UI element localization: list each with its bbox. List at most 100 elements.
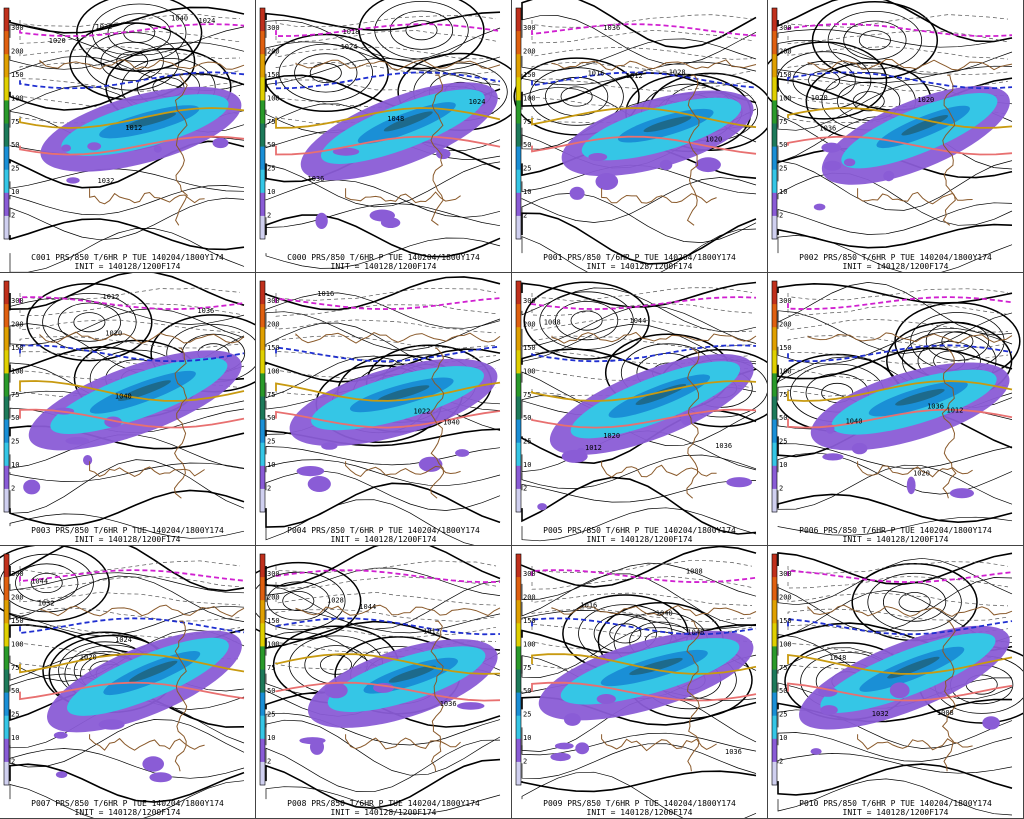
- temperature-850-lines: [531, 23, 757, 155]
- colorbar-tick: 2: [779, 758, 783, 766]
- colorbar-tick: 200: [779, 593, 792, 601]
- ensemble-panel-p010: 1048 1032 1008 300 200 150 100 75 50 25 10 2 P010 PR…: [768, 546, 1024, 819]
- colorbar-tick: 75: [523, 391, 531, 399]
- precip-colorbar: 300 200 150 100 75 50 25 10 2: [771, 280, 792, 513]
- colorbar-tick: 75: [11, 118, 19, 126]
- coastlines-borders: [551, 604, 757, 772]
- panel-caption-title: P006 PRS/850 T/6HR P TUE 140204/1800Y174: [799, 526, 992, 535]
- pressure-label: 1036: [715, 442, 732, 450]
- temperature-850-lines: [531, 296, 757, 429]
- colorbar-tick: 25: [267, 438, 275, 446]
- coastlines-borders: [39, 59, 245, 226]
- colorbar-tick: 150: [523, 71, 536, 79]
- panel-caption-title: P009 PRS/850 T/6HR P TUE 140204/1800Y174: [543, 799, 736, 808]
- pressure-label: 1036: [725, 748, 742, 756]
- coastlines-borders: [807, 604, 1013, 772]
- panel-caption-title: P001 PRS/850 T/6HR P TUE 140204/1800Y174: [543, 253, 736, 262]
- pressure-label: 1016: [580, 602, 597, 610]
- pressure-label: 1036: [603, 24, 620, 32]
- colorbar-tick: 2: [523, 485, 527, 493]
- forecast-map: 1048 1040 1036 1016 1008 300 200 150 100 75 50 25 10…: [515, 546, 757, 818]
- colorbar-tick: 50: [779, 414, 787, 422]
- temperature-850-lines: [275, 569, 501, 702]
- pressure-label: 1012: [585, 444, 602, 452]
- coastlines-borders: [39, 604, 245, 772]
- ensemble-panel-c001: 1024 1040 1032 1012 1032 1020 300 200 150 100 75 50…: [0, 0, 256, 273]
- ensemble-panel-p006: 1020 1040 1036 1012 300 200 150 100 75 50 25 10 2 P00…: [768, 273, 1024, 546]
- panel-caption-init: INIT = 140128/1200F174: [586, 262, 693, 271]
- pressure-label: 1024: [199, 17, 216, 25]
- forecast-map: 1024 1048 1036 1024 1018 300 200 150 100 75 50 25 10…: [259, 0, 511, 269]
- pressure-label: 1040: [115, 393, 132, 401]
- colorbar-tick: 100: [523, 367, 536, 375]
- pressure-label: 1016: [317, 290, 334, 298]
- forecast-map: 1012 1044 1036 1020 1008 300 200 150 100 75 50 25 10…: [515, 280, 767, 542]
- pressure-label: 1012: [125, 124, 142, 132]
- colorbar-tick: 2: [779, 485, 783, 493]
- forecast-map: 1020 1036 1020 300 200 150 100 75 50 25 10 2: [768, 0, 1013, 272]
- pressure-label: 1008: [937, 709, 954, 717]
- pressure-label: 1024: [115, 636, 132, 644]
- precip-colorbar: 300 200 150 100 75 50 25 10 2: [771, 7, 792, 240]
- pressure-label: 1036: [440, 700, 457, 708]
- pressure-label: 1036: [927, 402, 944, 410]
- temperature-850-lines: [19, 296, 245, 429]
- colorbar-tick: 300: [523, 297, 536, 305]
- colorbar-tick: 200: [11, 320, 24, 328]
- panel-caption-init: INIT = 140128/1200F174: [586, 808, 693, 817]
- colorbar-tick: 200: [779, 320, 792, 328]
- colorbar-tick: 50: [779, 687, 787, 695]
- coastlines-borders: [295, 604, 501, 772]
- precip-colorbar: 300 200 150 100 75 50 25 10 2: [515, 7, 536, 240]
- colorbar-tick: 2: [11, 212, 15, 220]
- colorbar-tick: 10: [267, 188, 275, 196]
- ensemble-panel-p004: 1040 1022 1016 300 200 150 100 75 50 25 10 2 P004 PR…: [256, 273, 512, 546]
- colorbar-tick: 2: [523, 212, 527, 220]
- colorbar-tick: 300: [523, 24, 536, 32]
- forecast-map: 1044 1032 1024 1020 300 200 150 100 75 50 25 10 2: [0, 546, 245, 818]
- colorbar-tick: 200: [267, 593, 280, 601]
- pressure-label: 1012: [423, 627, 440, 635]
- pressure-label: 1036: [308, 175, 325, 183]
- colorbar-tick: 300: [779, 570, 792, 578]
- coastlines-borders: [807, 332, 1013, 499]
- pressure-label: 1024: [469, 98, 486, 106]
- colorbar-tick: 50: [267, 414, 275, 422]
- colorbar-tick: 75: [523, 664, 531, 672]
- pressure-label: 1048: [830, 654, 847, 662]
- coastlines-borders: [39, 331, 245, 499]
- precip-colorbar: 300 200 150 100 75 50 25 10 2: [3, 280, 24, 513]
- panel-caption-init: INIT = 140128/1200F174: [842, 262, 949, 271]
- ensemble-panel-p008: 1044 1036 1028 1012 300 200 150 100 75 50 25 10 2 P00…: [256, 546, 512, 819]
- pressure-label: 1020: [603, 432, 620, 440]
- colorbar-tick: 150: [267, 71, 280, 79]
- pressure-label: 1044: [359, 603, 376, 611]
- colorbar-tick: 25: [11, 711, 19, 719]
- colorbar-tick: 100: [779, 94, 792, 102]
- precip-colorbar: 300 200 150 100 75 50 25 10 2: [515, 553, 536, 786]
- colorbar-tick: 100: [267, 640, 280, 648]
- colorbar-tick: 200: [267, 47, 280, 55]
- colorbar-tick: 150: [523, 617, 536, 625]
- colorbar-tick: 75: [11, 391, 19, 399]
- precip-colorbar: 300 200 150 100 75 50 25 10 2: [3, 553, 24, 786]
- colorbar-tick: 2: [267, 758, 271, 766]
- colorbar-tick: 75: [267, 391, 275, 399]
- colorbar-tick: 150: [267, 617, 280, 625]
- colorbar-tick: 25: [11, 438, 19, 446]
- pressure-label: 1044: [31, 577, 48, 585]
- forecast-map: 1020 1040 1036 1012 300 200 150 100 75 50 25 10 2: [771, 280, 1021, 536]
- pressure-label: 1012: [626, 72, 643, 80]
- colorbar-tick: 150: [523, 344, 536, 352]
- pressure-label: 1032: [98, 177, 115, 185]
- panel-caption-title: P010 PRS/850 T/6HR P TUE 140204/1800Y174: [799, 799, 992, 808]
- pressure-label: 1020: [811, 94, 828, 102]
- precip-colorbar: 300 200 150 100 75 50 25 10 2: [259, 7, 280, 240]
- colorbar-tick: 100: [11, 94, 24, 102]
- coastlines-borders: [807, 58, 1013, 226]
- pressure-label: 1040: [171, 14, 188, 22]
- colorbar-tick: 10: [779, 734, 787, 742]
- panel-caption-init: INIT = 140128/1200F174: [330, 262, 437, 271]
- precip-colorbar: 300 200 150 100 75 50 25 10 2: [3, 7, 24, 240]
- precip-colorbar: 300 200 150 100 75 50 25 10 2: [259, 280, 280, 513]
